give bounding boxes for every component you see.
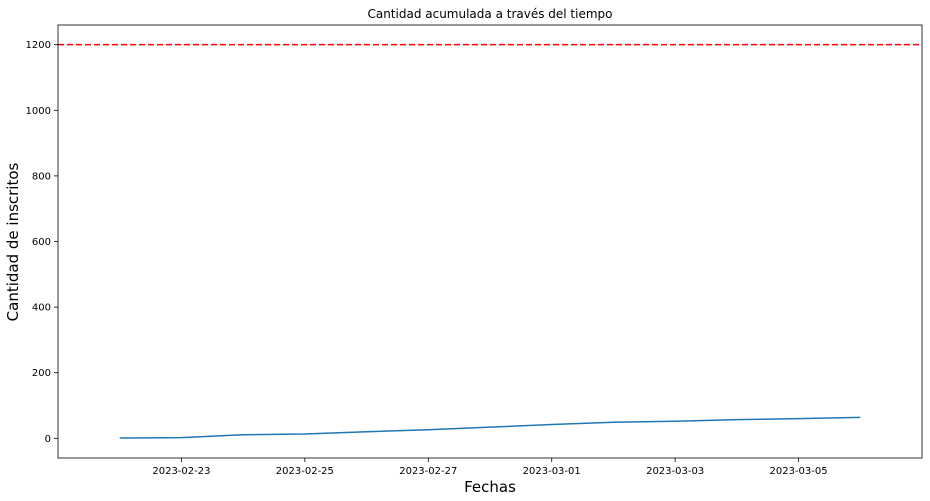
y-tick-label: 600 bbox=[32, 237, 51, 248]
y-tick-label: 1200 bbox=[26, 40, 51, 51]
plot-area: 2023-02-23 2023-02-25 2023-02-27 2023-03-01… bbox=[26, 24, 923, 477]
x-tick-label: 2023-02-27 bbox=[399, 466, 457, 477]
chart-title: Cantidad acumulada a través del tiempo bbox=[367, 7, 612, 21]
x-tick-label: 2023-03-05 bbox=[770, 466, 828, 477]
y-tick-label: 200 bbox=[32, 368, 51, 379]
y-tick-label: 800 bbox=[32, 171, 51, 182]
x-tick-label: 2023-03-01 bbox=[523, 466, 581, 477]
x-tick-label: 2023-02-23 bbox=[152, 466, 210, 477]
x-tick-label: 2023-03-03 bbox=[646, 466, 704, 477]
y-tick-label: 0 bbox=[45, 434, 51, 445]
y-axis-label: Cantidad de inscritos bbox=[4, 162, 22, 321]
x-tick-label: 2023-02-25 bbox=[276, 466, 334, 477]
y-tick-label: 1000 bbox=[26, 106, 51, 117]
x-axis-label: Fechas bbox=[464, 478, 516, 496]
y-tick-label: 400 bbox=[32, 303, 51, 314]
series-line-0 bbox=[119, 416, 861, 439]
